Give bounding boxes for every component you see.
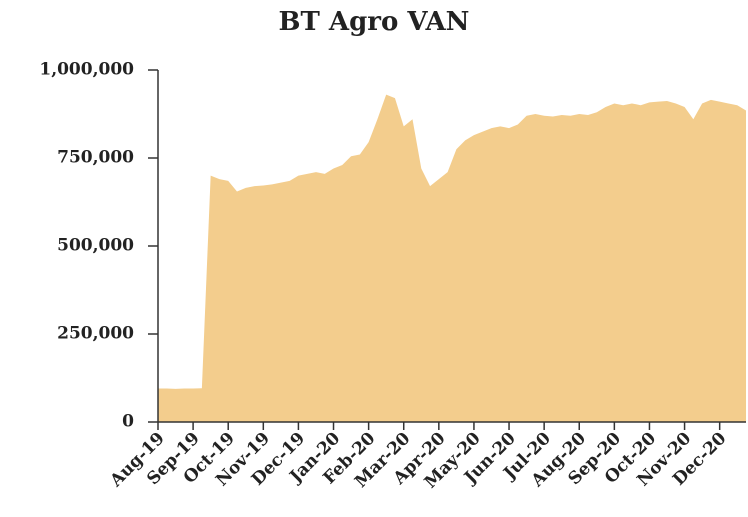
y-tick-label: 1,000,000 [39,60,134,80]
y-tick-label: 750,000 [57,148,134,168]
y-tick-label: 0 [122,412,134,432]
chart-title: BT Agro VAN [279,7,470,37]
y-tick-label: 250,000 [57,324,134,344]
area [158,94,746,422]
y-tick-label: 500,000 [57,236,134,256]
